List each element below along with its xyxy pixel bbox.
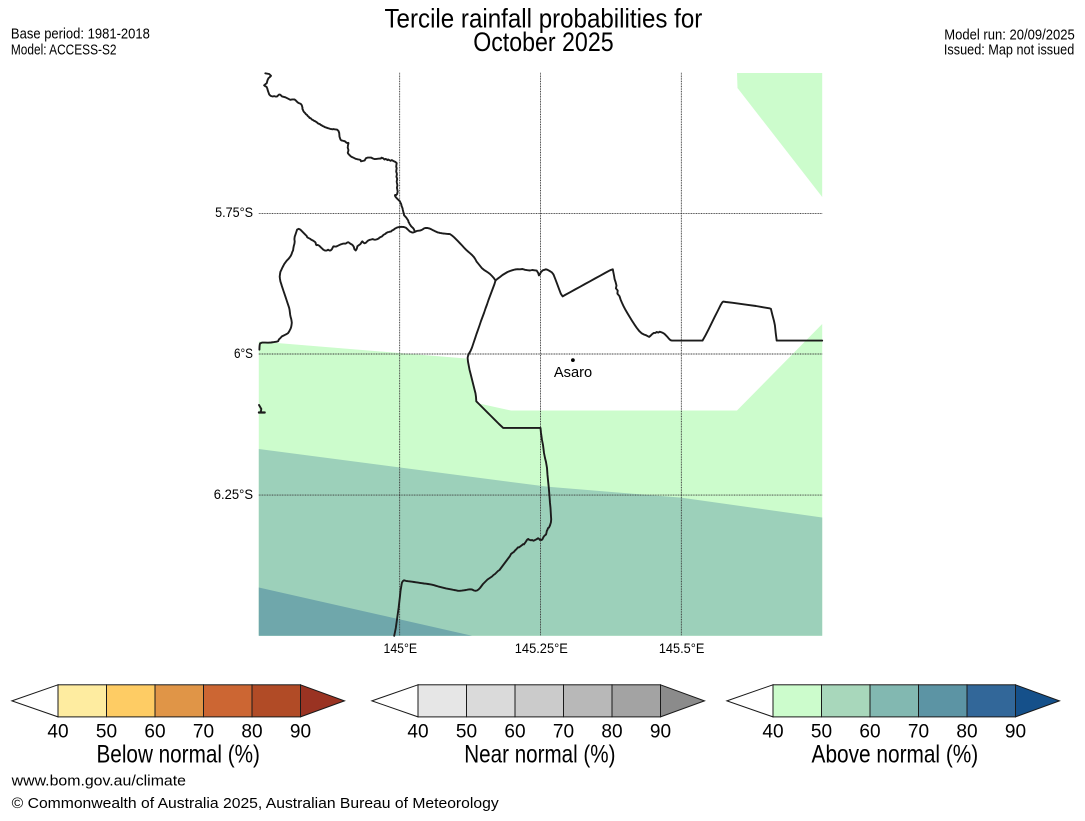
svg-text:60: 60 (504, 721, 525, 743)
svg-text:40: 40 (407, 721, 428, 743)
svg-text:© Commonwealth of Australia 20: © Commonwealth of Australia 2025, Austra… (12, 796, 500, 812)
svg-text:6.25°S: 6.25°S (214, 486, 253, 502)
svg-text:Above normal (%): Above normal (%) (812, 742, 979, 769)
svg-text:80: 80 (956, 721, 977, 743)
svg-text:Near normal (%): Near normal (%) (464, 742, 615, 769)
svg-text:70: 70 (193, 721, 214, 743)
svg-text:80: 80 (601, 721, 622, 743)
svg-text:60: 60 (859, 721, 880, 743)
svg-text:Below normal (%): Below normal (%) (97, 742, 260, 769)
svg-text:80: 80 (241, 721, 262, 743)
svg-text:Asaro: Asaro (554, 364, 592, 381)
svg-text:90: 90 (1005, 721, 1026, 743)
svg-text:50: 50 (456, 721, 477, 743)
svg-text:50: 50 (96, 721, 117, 743)
svg-text:Base period: 1981-2018: Base period: 1981-2018 (11, 25, 150, 42)
svg-text:Model: ACCESS-S2: Model: ACCESS-S2 (11, 42, 117, 59)
svg-text:90: 90 (650, 721, 671, 743)
svg-text:40: 40 (762, 721, 783, 743)
svg-text:October 2025: October 2025 (473, 27, 613, 57)
svg-text:145.25°E: 145.25°E (515, 640, 568, 656)
svg-text:70: 70 (908, 721, 929, 743)
svg-text:60: 60 (144, 721, 165, 743)
svg-text:Issued: Map not issued: Issued: Map not issued (944, 42, 1074, 59)
svg-text:145.5°E: 145.5°E (659, 640, 705, 656)
svg-text:70: 70 (553, 721, 574, 743)
svg-text:Model run: 20/09/2025: Model run: 20/09/2025 (944, 26, 1074, 43)
svg-text:145°E: 145°E (384, 640, 418, 656)
svg-text:Tercile rainfall probabilities: Tercile rainfall probabilities for (385, 3, 703, 33)
svg-text:5.75°S: 5.75°S (215, 204, 253, 220)
svg-text:www.bom.gov.au/climate: www.bom.gov.au/climate (11, 774, 186, 790)
svg-text:40: 40 (47, 721, 68, 743)
svg-text:50: 50 (811, 721, 832, 743)
svg-text:90: 90 (290, 721, 311, 743)
svg-text:6°S: 6°S (234, 345, 253, 361)
